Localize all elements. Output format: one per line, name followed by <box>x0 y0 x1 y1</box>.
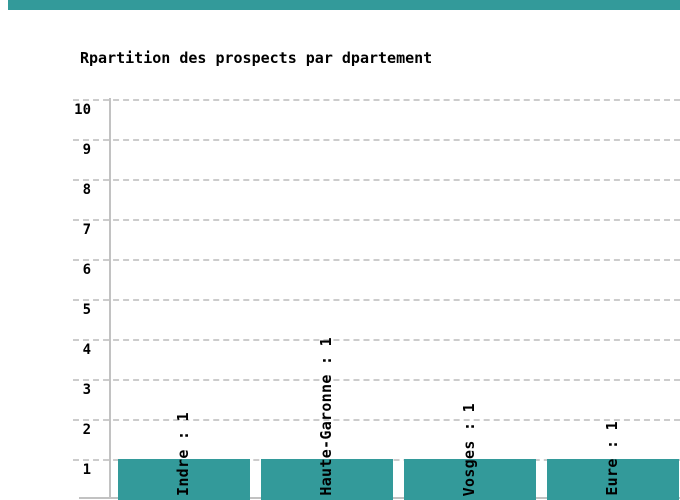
y-tick-label: 9 <box>82 142 91 158</box>
y-gridline <box>73 179 680 181</box>
y-axis-line <box>109 98 111 498</box>
y-gridline <box>73 219 680 221</box>
y-gridline <box>73 419 680 421</box>
bar <box>118 459 250 500</box>
y-gridline <box>73 99 680 101</box>
y-tick-label: 5 <box>82 302 91 318</box>
y-tick-label: 2 <box>82 422 91 438</box>
y-gridline <box>73 299 680 301</box>
y-tick-label: 10 <box>74 102 91 118</box>
bar <box>404 459 536 500</box>
chart-title: Rpartition des prospects par dpartement <box>80 49 433 67</box>
y-tick-label: 1 <box>82 462 91 478</box>
y-gridline <box>73 339 680 341</box>
bar-label: Eure : 1 <box>603 421 621 496</box>
y-gridline <box>73 379 680 381</box>
bar <box>261 459 393 500</box>
y-tick-label: 4 <box>82 342 91 358</box>
y-tick-label: 6 <box>82 262 91 278</box>
bar-label: Haute-Garonne : 1 <box>317 337 335 496</box>
y-gridline <box>73 259 680 261</box>
bar <box>547 459 679 500</box>
y-gridline <box>73 139 680 141</box>
top-edge-bar-strip <box>8 0 680 10</box>
bar-label: Vosges : 1 <box>460 402 478 496</box>
y-tick-label: 3 <box>82 382 91 398</box>
y-tick-label: 8 <box>82 182 91 198</box>
bar-label: Indre : 1 <box>174 412 192 496</box>
y-tick-label: 7 <box>82 222 91 238</box>
